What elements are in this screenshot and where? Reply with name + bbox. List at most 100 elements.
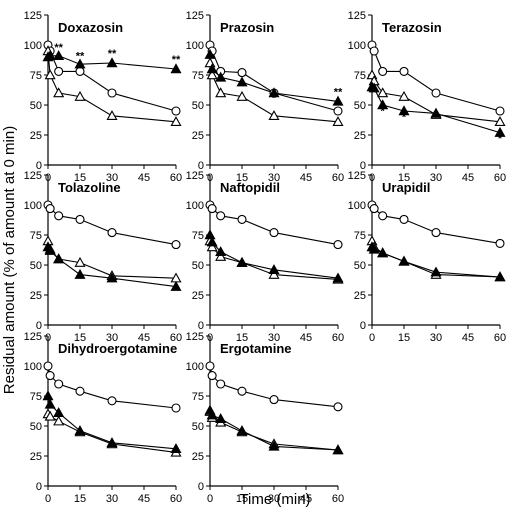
data-point-open-triangle [377, 87, 389, 98]
data-point-filled-triangle [236, 76, 248, 87]
panel-title: Prazosin [220, 20, 274, 35]
data-point-filled-triangle [377, 247, 389, 258]
data-point-filled-triangle [204, 229, 216, 240]
x-tick-label: 60 [494, 332, 506, 344]
data-point-open-triangle [215, 87, 227, 98]
x-axis-label: Time (min) [239, 491, 310, 508]
significance-marker: ** [76, 50, 85, 62]
x-tick-label: 60 [332, 172, 344, 184]
data-point-filled-triangle [268, 440, 280, 451]
y-tick-label: 100 [186, 200, 204, 212]
data-point-filled-triangle [106, 437, 118, 448]
y-tick-label: 100 [186, 40, 204, 52]
data-point-open-circle [107, 396, 117, 406]
y-tick-label: 50 [354, 100, 366, 112]
x-tick-label: 45 [138, 332, 150, 344]
panel-prazosin: 0255075100125015304560Prazosin*** [186, 10, 344, 184]
x-tick-label: 30 [106, 332, 118, 344]
data-point-open-circle [43, 361, 53, 371]
x-tick-label: 15 [74, 493, 86, 505]
data-point-open-triangle [494, 116, 506, 127]
y-tick-label: 25 [192, 290, 204, 302]
x-tick-label: 15 [398, 332, 410, 344]
x-tick-label: 30 [268, 172, 280, 184]
data-point-open-triangle [398, 90, 410, 101]
y-tick-label: 100 [348, 200, 366, 212]
data-point-filled-triangle [44, 244, 56, 255]
x-tick-label: 30 [430, 332, 442, 344]
significance-marker: ** [172, 54, 181, 66]
data-point-open-triangle [53, 415, 65, 426]
data-point-filled-triangle [398, 255, 410, 266]
data-point-filled-triangle [215, 246, 227, 257]
x-tick-label: 30 [430, 172, 442, 184]
y-tick-label: 25 [30, 451, 42, 463]
data-point-filled-triangle [106, 272, 118, 283]
y-tick-label: 50 [192, 421, 204, 433]
y-tick-label: 25 [192, 130, 204, 142]
y-tick-label: 0 [36, 160, 42, 172]
x-tick-label: 45 [300, 332, 312, 344]
data-point-open-circle [237, 68, 247, 78]
significance-marker: * [272, 92, 277, 104]
x-tick-label: 0 [45, 493, 51, 505]
y-tick-label: 0 [198, 320, 204, 332]
y-tick-label: 100 [24, 361, 42, 373]
y-tick-label: 125 [24, 10, 42, 22]
y-tick-label: 75 [354, 230, 366, 242]
data-point-open-circle [216, 211, 226, 221]
data-point-filled-triangle [430, 266, 442, 277]
data-point-open-circle [75, 214, 85, 224]
data-point-filled-triangle [430, 107, 442, 118]
data-point-open-circle [399, 66, 409, 76]
data-point-filled-triangle [332, 272, 344, 283]
data-point-open-triangle [268, 110, 280, 121]
data-point-filled-triangle [53, 253, 65, 264]
y-tick-label: 100 [348, 40, 366, 52]
y-tick-label: 75 [192, 391, 204, 403]
data-point-open-circle [75, 386, 85, 396]
data-point-open-circle [495, 106, 505, 116]
y-tick-label: 50 [354, 260, 366, 272]
y-tick-label: 125 [24, 331, 42, 343]
data-point-filled-triangle [206, 236, 218, 247]
data-point-open-triangle [74, 256, 86, 267]
y-tick-label: 50 [30, 260, 42, 272]
x-tick-label: 15 [74, 172, 86, 184]
y-tick-label: 100 [24, 200, 42, 212]
data-point-filled-triangle [42, 390, 54, 401]
data-point-open-triangle [53, 87, 65, 98]
y-tick-label: 0 [360, 160, 366, 172]
data-point-filled-triangle [236, 256, 248, 267]
data-point-filled-triangle [53, 407, 65, 418]
data-point-open-triangle [44, 69, 56, 80]
panel-terazosin: 0255075100125015304560Terazosin*** [348, 10, 506, 184]
data-point-open-circle [207, 204, 217, 214]
data-point-filled-triangle [53, 50, 65, 61]
data-point-open-triangle [206, 69, 218, 80]
panel-urapidil: 0 25 50 75 100 125 0 15 30 45 60 Urapidil [348, 170, 506, 344]
data-point-filled-triangle [74, 268, 86, 279]
data-point-filled-triangle [215, 413, 227, 424]
y-tick-label: 25 [30, 290, 42, 302]
x-tick-label: 60 [170, 493, 182, 505]
y-axis-label: Residual amount (% of amount at 0 min) [1, 126, 18, 394]
data-point-open-circle [269, 395, 279, 405]
y-tick-label: 50 [30, 421, 42, 433]
data-point-filled-triangle [268, 264, 280, 275]
panel-title: Urapidil [382, 180, 430, 195]
data-point-open-triangle [268, 268, 280, 279]
y-tick-label: 25 [354, 290, 366, 302]
data-point-open-circle [369, 46, 379, 56]
significance-marker: ** [108, 48, 117, 60]
data-point-filled-triangle [74, 58, 86, 69]
y-tick-label: 75 [192, 230, 204, 242]
x-tick-label: 15 [236, 332, 248, 344]
panel-doxazosin: 0255075100125015304560Doxazosin******** [24, 10, 182, 184]
data-point-open-circle [431, 228, 441, 238]
series-line-open-circle [371, 204, 501, 244]
y-tick-label: 75 [354, 70, 366, 82]
y-tick-label: 25 [30, 130, 42, 142]
